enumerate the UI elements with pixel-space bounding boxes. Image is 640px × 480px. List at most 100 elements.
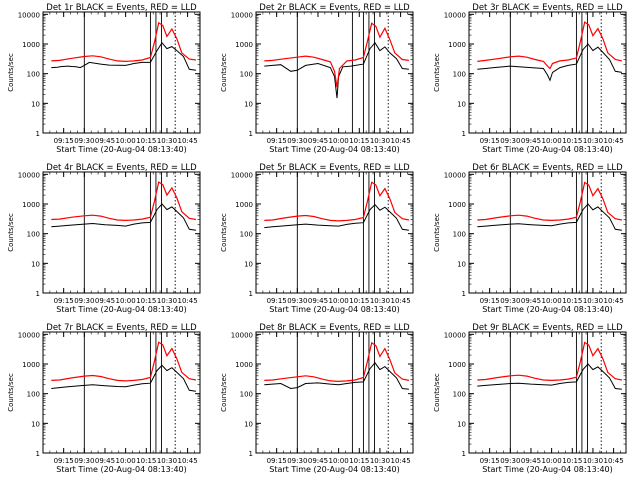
x-tick-label: 10:45 — [391, 297, 411, 305]
plot-frame — [255, 11, 414, 134]
x-tick-label: 10:00 — [329, 137, 349, 145]
series-line-lld — [264, 181, 410, 222]
y-axis-label: Counts/sec — [7, 53, 15, 92]
detector-panel: Det 4r BLACK = Events, RED = LLD 1 10 100 10… — [7, 163, 201, 314]
x-tick-label: 09:45 — [521, 457, 541, 465]
x-tick-label: 10:45 — [604, 297, 624, 305]
panel-title: Det 3r BLACK = Events, RED = LLD — [472, 3, 623, 13]
series-line-lld — [477, 21, 623, 70]
series-line-lld — [51, 181, 197, 222]
y-tick-label: 10000 — [444, 171, 466, 179]
y-tick-label: 1 — [36, 290, 40, 298]
x-axis-label: Start Time (20-Aug-04 08:13:40) — [482, 465, 613, 474]
x-tick-label: 10:15 — [136, 137, 156, 145]
x-tick-label: 09:15 — [267, 297, 287, 305]
x-axis-label: Start Time (20-Aug-04 08:13:40) — [269, 465, 400, 474]
y-tick-label: 10 — [244, 100, 253, 108]
series-line-events — [477, 43, 622, 82]
x-tick-label: 10:45 — [604, 457, 624, 465]
x-tick-label: 10:30 — [157, 137, 177, 145]
detector-panel: Det 6r BLACK = Events, RED = LLD 1 10 100 10… — [433, 163, 627, 314]
x-tick-label: 09:30 — [287, 457, 307, 465]
y-tick-label: 100 — [240, 231, 253, 239]
series-line-lld — [477, 341, 623, 382]
series-line-lld — [51, 341, 197, 382]
y-tick-label: 1 — [249, 290, 253, 298]
x-tick-label: 09:45 — [308, 137, 328, 145]
plot-frame — [468, 11, 627, 134]
y-tick-label: 1 — [462, 130, 466, 138]
y-tick-label: 100 — [453, 391, 466, 399]
y-tick-label: 1000 — [448, 41, 466, 49]
y-axis-label: Counts/sec — [7, 213, 15, 252]
x-tick-label: 10:15 — [136, 297, 156, 305]
series-line-events — [51, 41, 196, 71]
plot-frame — [42, 11, 201, 134]
y-tick-label: 10000 — [444, 11, 466, 19]
x-tick-label: 09:30 — [287, 137, 307, 145]
panel-title: Det 1r BLACK = Events, RED = LLD — [46, 3, 197, 13]
panel-title: Det 8r BLACK = Events, RED = LLD — [259, 323, 410, 333]
x-tick-label: 10:15 — [562, 457, 582, 465]
y-tick-label: 100 — [453, 231, 466, 239]
y-tick-label: 1 — [36, 130, 40, 138]
plot-frame — [42, 331, 201, 454]
series-line-lld — [264, 22, 409, 88]
x-tick-label: 09:15 — [54, 297, 74, 305]
detector-panel: Det 3r BLACK = Events, RED = LLD 1 10 100 10… — [433, 3, 627, 154]
x-axis-label: Start Time (20-Aug-04 08:13:40) — [482, 145, 613, 154]
y-tick-label: 1000 — [22, 41, 40, 49]
y-tick-label: 10000 — [18, 171, 40, 179]
y-axis-label: Counts/sec — [220, 213, 228, 252]
x-tick-label: 09:30 — [500, 297, 520, 305]
x-tick-label: 09:45 — [521, 137, 541, 145]
y-tick-label: 10000 — [18, 331, 40, 339]
plot-frame — [255, 331, 414, 454]
x-tick-label: 10:15 — [349, 297, 369, 305]
y-tick-label: 1000 — [22, 201, 40, 209]
panel-title: Det 7r BLACK = Events, RED = LLD — [46, 323, 197, 333]
x-tick-label: 09:45 — [308, 457, 328, 465]
x-tick-label: 09:45 — [95, 457, 115, 465]
y-tick-label: 10000 — [231, 171, 253, 179]
y-tick-label: 10 — [457, 100, 466, 108]
x-tick-label: 09:30 — [74, 297, 94, 305]
x-axis-label: Start Time (20-Aug-04 08:13:40) — [56, 145, 187, 154]
y-tick-label: 1 — [249, 450, 253, 458]
panel-title: Det 2r BLACK = Events, RED = LLD — [259, 3, 410, 13]
x-tick-label: 10:00 — [329, 297, 349, 305]
panel-title: Det 5r BLACK = Events, RED = LLD — [259, 163, 410, 173]
y-tick-label: 10 — [31, 260, 40, 268]
plot-frame — [42, 171, 201, 294]
y-tick-label: 10000 — [231, 331, 253, 339]
x-tick-label: 10:45 — [178, 297, 198, 305]
y-tick-label: 1000 — [235, 361, 253, 369]
series-line-events — [264, 41, 409, 99]
x-tick-label: 09:30 — [74, 457, 94, 465]
panel-title: Det 9r BLACK = Events, RED = LLD — [472, 323, 623, 333]
detector-panel: Det 1r BLACK = Events, RED = LLD 1 10 100 10… — [7, 3, 201, 154]
x-tick-label: 09:30 — [500, 137, 520, 145]
y-tick-label: 10 — [457, 260, 466, 268]
x-tick-label: 09:45 — [95, 297, 115, 305]
x-tick-label: 09:30 — [74, 137, 94, 145]
y-tick-label: 10000 — [444, 331, 466, 339]
plot-frame — [255, 171, 414, 294]
y-tick-label: 1 — [462, 450, 466, 458]
x-axis-label: Start Time (20-Aug-04 08:13:40) — [56, 465, 187, 474]
series-line-lld — [264, 341, 410, 383]
series-line-lld — [51, 21, 196, 63]
y-tick-label: 1000 — [235, 41, 253, 49]
y-axis-label: Counts/sec — [220, 53, 228, 92]
x-tick-label: 09:15 — [54, 137, 74, 145]
x-tick-label: 10:30 — [370, 457, 390, 465]
y-tick-label: 10 — [31, 420, 40, 428]
x-tick-label: 10:30 — [370, 137, 390, 145]
y-axis-label: Counts/sec — [433, 53, 441, 92]
y-axis-label: Counts/sec — [7, 373, 15, 412]
y-tick-label: 100 — [240, 391, 253, 399]
series-line-events — [477, 203, 622, 231]
plot-frame — [468, 331, 627, 454]
y-tick-label: 1000 — [448, 201, 466, 209]
y-tick-label: 100 — [240, 71, 253, 79]
